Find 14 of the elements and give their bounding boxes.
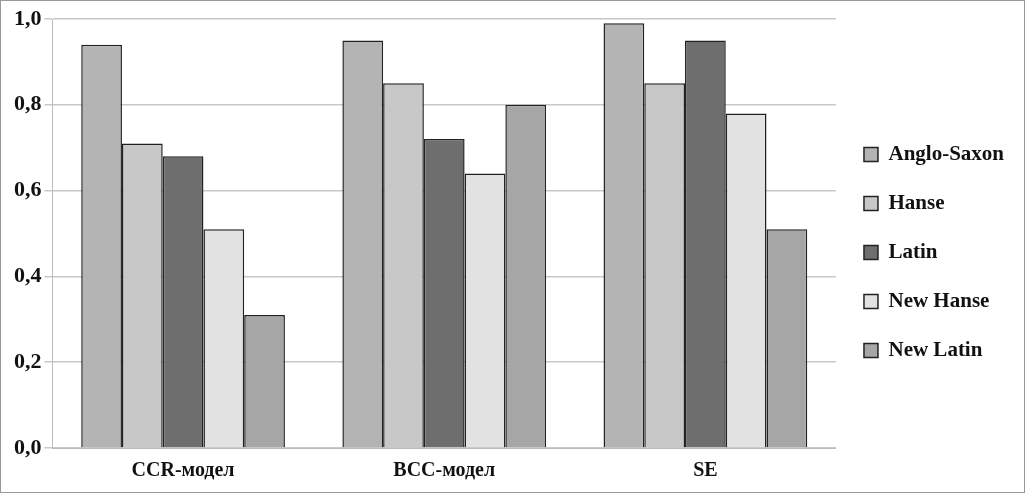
y-tick-label: 0,6 (14, 176, 42, 202)
legend-label: New Latin (888, 336, 983, 361)
legend-label: Anglo-Saxon (888, 140, 1005, 165)
y-tick-label: 0,4 (14, 262, 42, 288)
x-tick-label: BCC-модел (393, 458, 496, 481)
y-tick-label: 0,0 (14, 433, 42, 459)
legend-label: Hanse (888, 189, 945, 214)
y-tick-label: 1,0 (14, 4, 42, 30)
legend-label: New Hanse (888, 287, 990, 312)
x-tick-label: SE (693, 458, 718, 481)
legend-label: Latin (888, 238, 938, 263)
y-tick-label: 0,8 (14, 90, 42, 116)
x-tick-label: CCR-модел (131, 458, 235, 481)
y-tick-label: 0,2 (14, 347, 42, 373)
